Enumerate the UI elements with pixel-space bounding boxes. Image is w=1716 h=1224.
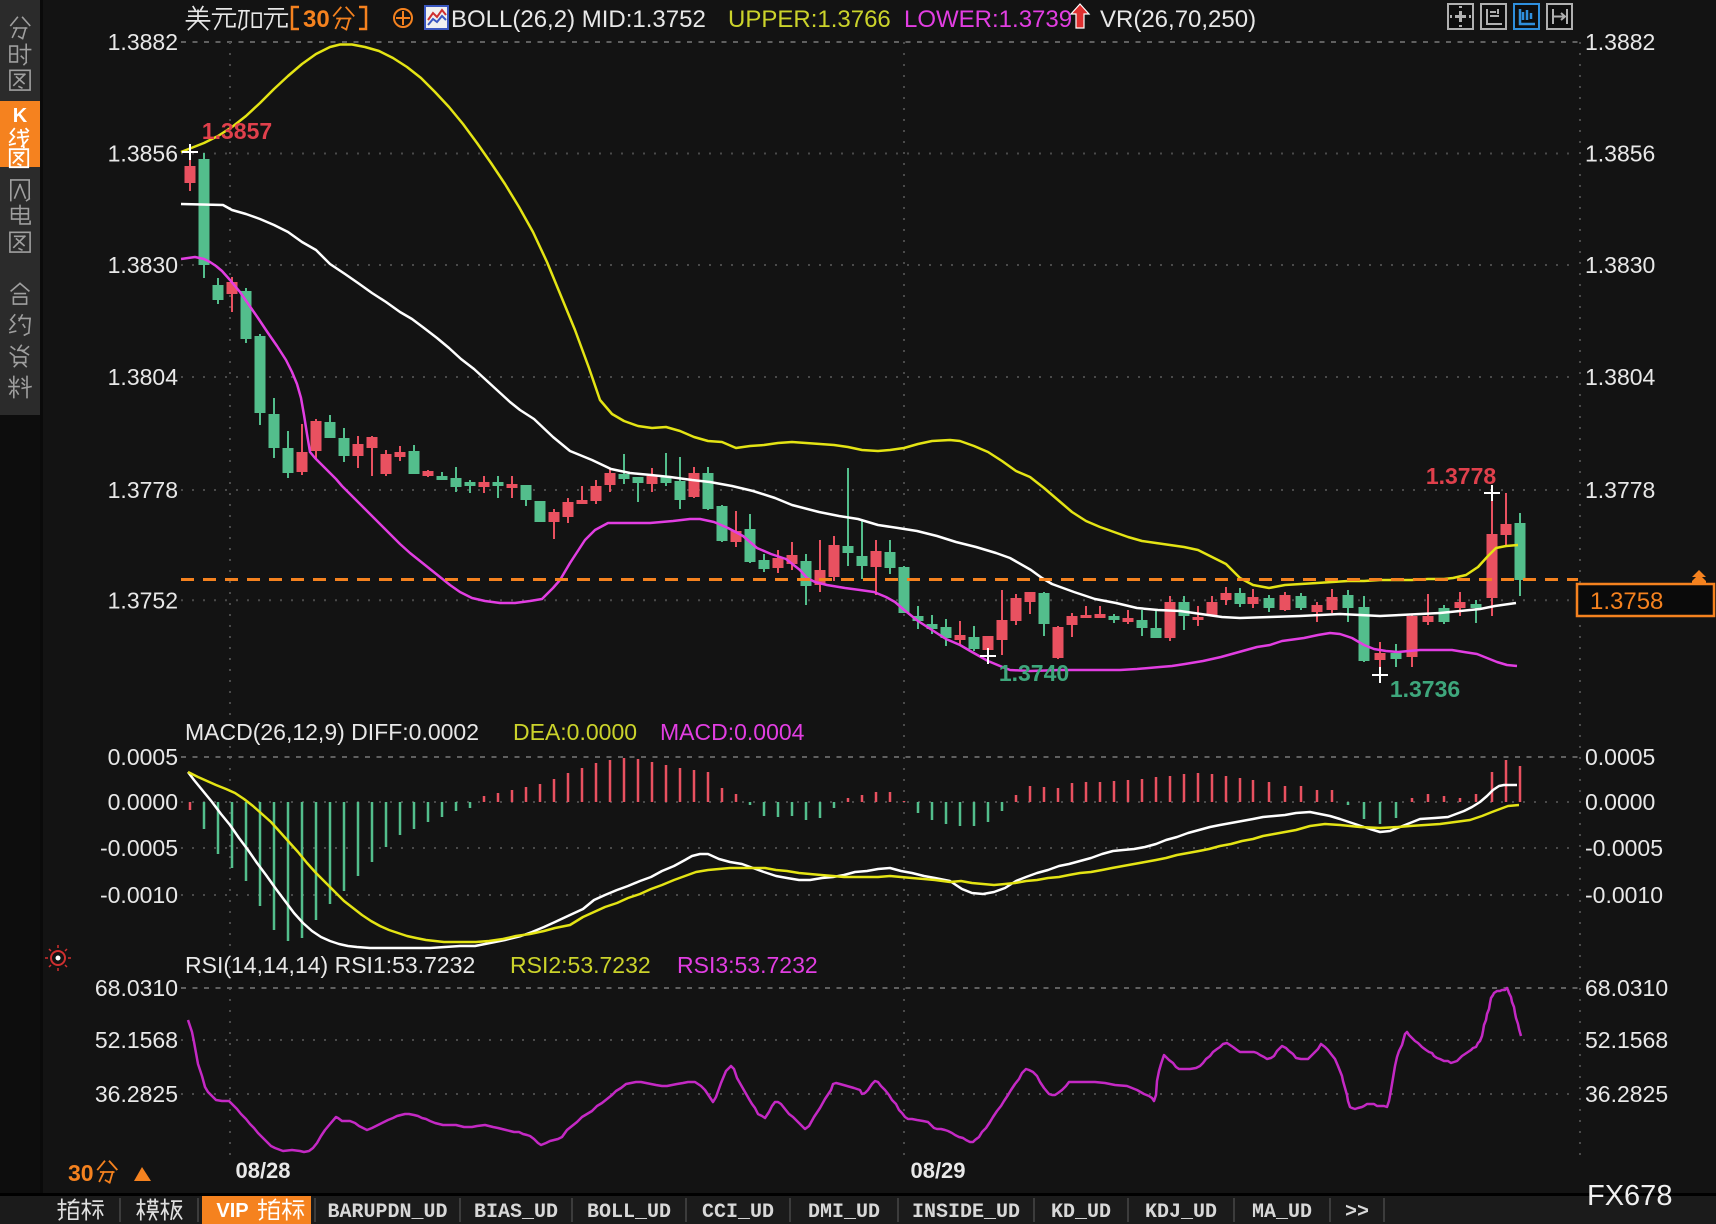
svg-text:K: K [13, 105, 28, 127]
svg-text:0.0000: 0.0000 [108, 789, 178, 815]
svg-text:BARUPDN_UD: BARUPDN_UD [327, 1201, 447, 1224]
svg-text:>>: >> [1345, 1201, 1369, 1224]
svg-text:1.3882: 1.3882 [108, 29, 178, 55]
svg-text:BOLL_UD: BOLL_UD [587, 1201, 671, 1224]
svg-text:30: 30 [303, 6, 330, 33]
svg-text:68.0310: 68.0310 [95, 975, 178, 1001]
svg-text:VIP: VIP [216, 1200, 248, 1222]
svg-text:1.3882: 1.3882 [1585, 29, 1655, 55]
svg-text:-0.0005: -0.0005 [1585, 835, 1663, 861]
svg-text:-0.0005: -0.0005 [100, 835, 178, 861]
svg-text:52.1568: 52.1568 [95, 1027, 178, 1053]
svg-text:MACD:0.0004: MACD:0.0004 [660, 719, 805, 745]
svg-text:1.3778: 1.3778 [1426, 463, 1497, 489]
svg-text:RSI(14,14,14) RSI1:53.7232: RSI(14,14,14) RSI1:53.7232 [185, 952, 475, 978]
svg-text:UPPER:1.3766: UPPER:1.3766 [728, 6, 891, 33]
svg-text:RSI2:53.7232: RSI2:53.7232 [510, 952, 651, 978]
svg-text:MA_UD: MA_UD [1252, 1201, 1312, 1224]
svg-text:08/28: 08/28 [235, 1158, 290, 1183]
svg-text:1.3830: 1.3830 [1585, 252, 1655, 278]
svg-text:52.1568: 52.1568 [1585, 1027, 1668, 1053]
svg-text:1.3736: 1.3736 [1390, 676, 1460, 702]
svg-text:0.0005: 0.0005 [108, 744, 178, 770]
svg-text:DEA:0.0000: DEA:0.0000 [513, 719, 637, 745]
svg-text:30: 30 [68, 1160, 94, 1186]
svg-text:1.3740: 1.3740 [999, 660, 1069, 686]
svg-text:INSIDE_UD: INSIDE_UD [912, 1201, 1020, 1224]
svg-text:1.3856: 1.3856 [1585, 141, 1655, 167]
svg-text:36.2825: 36.2825 [1585, 1081, 1668, 1107]
svg-text:1.3856: 1.3856 [108, 141, 178, 167]
svg-text:1.3778: 1.3778 [108, 477, 178, 503]
svg-text:MACD(26,12,9) DIFF:0.0002: MACD(26,12,9) DIFF:0.0002 [185, 719, 479, 745]
svg-text:VR(26,70,250): VR(26,70,250) [1100, 6, 1256, 33]
svg-text:1.3778: 1.3778 [1585, 477, 1655, 503]
svg-text:BOLL(26,2) MID:1.3752: BOLL(26,2) MID:1.3752 [451, 6, 706, 33]
svg-text:1.3857: 1.3857 [202, 118, 272, 144]
svg-text:DMI_UD: DMI_UD [808, 1201, 880, 1224]
svg-text:RSI3:53.7232: RSI3:53.7232 [677, 952, 818, 978]
svg-text:1.3830: 1.3830 [108, 252, 178, 278]
svg-text:FX678: FX678 [1587, 1180, 1672, 1212]
svg-text:0.0005: 0.0005 [1585, 744, 1655, 770]
svg-text:08/29: 08/29 [910, 1158, 965, 1183]
svg-text:LOWER:1.3739: LOWER:1.3739 [904, 6, 1072, 33]
svg-text:1.3758: 1.3758 [1590, 588, 1663, 615]
svg-text:36.2825: 36.2825 [95, 1081, 178, 1107]
svg-text:1.3804: 1.3804 [1585, 364, 1656, 390]
svg-text:BIAS_UD: BIAS_UD [474, 1201, 558, 1224]
svg-text:0.0000: 0.0000 [1585, 789, 1655, 815]
svg-text:1.3752: 1.3752 [108, 587, 178, 613]
svg-text:68.0310: 68.0310 [1585, 975, 1668, 1001]
svg-text:KDJ_UD: KDJ_UD [1145, 1201, 1217, 1224]
svg-text:CCI_UD: CCI_UD [702, 1201, 774, 1224]
svg-text:-0.0010: -0.0010 [100, 882, 178, 908]
svg-text:-0.0010: -0.0010 [1585, 882, 1663, 908]
svg-text:1.3804: 1.3804 [108, 364, 179, 390]
svg-text:KD_UD: KD_UD [1051, 1201, 1111, 1224]
